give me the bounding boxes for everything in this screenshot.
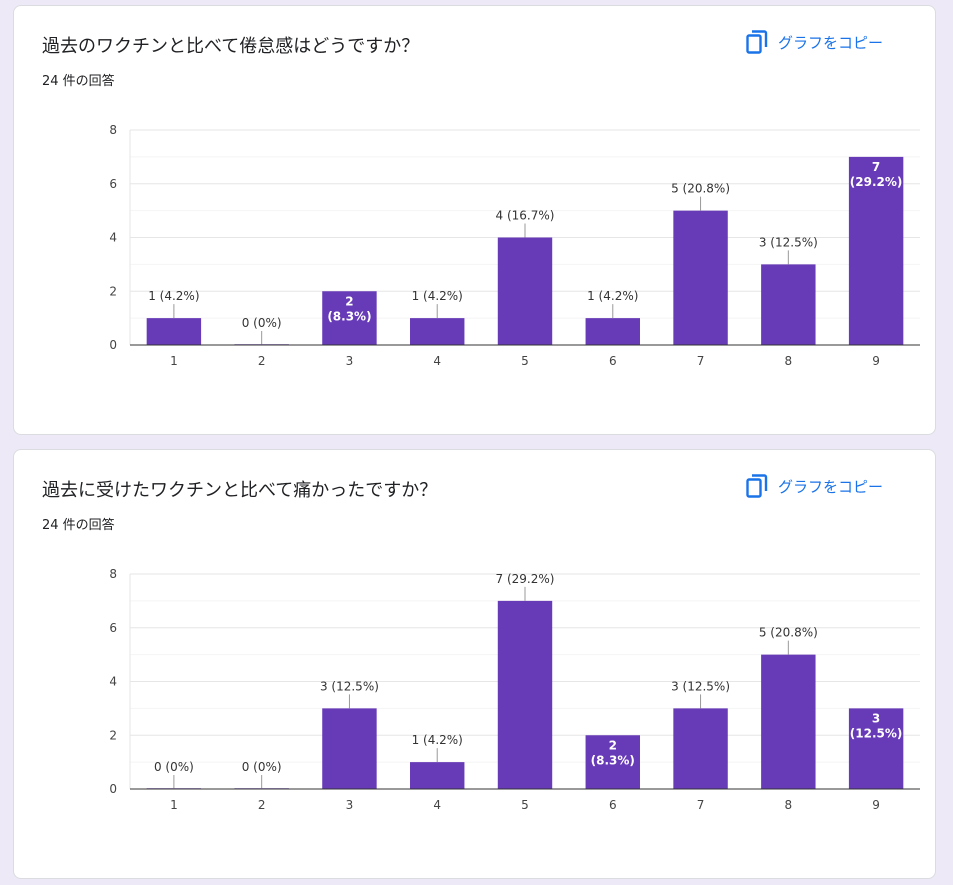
- y-tick-label: 2: [109, 284, 117, 298]
- bar: [673, 708, 728, 789]
- copy-icon: [746, 474, 768, 498]
- data-label: 4 (16.7%): [496, 209, 555, 223]
- data-label: 2: [345, 294, 353, 308]
- y-tick-label: 8: [109, 123, 117, 137]
- question-card-pain: 過去に受けたワクチンと比べて痛かったですか？ 24 件の回答 グラフをコピー 0…: [13, 449, 936, 879]
- x-tick-label: 8: [785, 798, 793, 812]
- x-tick-label: 5: [521, 354, 529, 368]
- y-tick-label: 6: [109, 621, 117, 635]
- data-label: 1 (4.2%): [148, 289, 199, 303]
- bar: [410, 318, 465, 345]
- data-label: (12.5%): [850, 726, 903, 740]
- bar: [761, 264, 816, 345]
- x-tick-label: 9: [872, 798, 880, 812]
- copy-chart-label: グラフをコピー: [778, 477, 884, 496]
- bar: [322, 708, 377, 789]
- x-tick-label: 1: [170, 354, 178, 368]
- bar: [585, 735, 640, 789]
- x-tick-label: 2: [258, 354, 266, 368]
- response-count: 24 件の回答: [42, 518, 115, 533]
- bar: [848, 156, 904, 345]
- data-label: 1 (4.2%): [587, 289, 638, 303]
- y-tick-label: 8: [109, 567, 117, 581]
- data-label: 0 (0%): [242, 760, 282, 774]
- bar: [497, 600, 553, 789]
- x-tick-label: 4: [433, 798, 441, 812]
- data-label: 7: [872, 160, 880, 174]
- x-tick-label: 4: [433, 354, 441, 368]
- copy-chart-button[interactable]: グラフをコピー: [746, 30, 883, 54]
- y-tick-label: 4: [109, 231, 117, 245]
- copy-icon: [746, 30, 768, 54]
- x-tick-label: 7: [697, 354, 705, 368]
- bar: [761, 654, 816, 789]
- bar: [585, 318, 640, 345]
- bar: [497, 237, 553, 345]
- data-label: 7 (29.2%): [496, 572, 555, 586]
- x-tick-label: 8: [785, 354, 793, 368]
- y-tick-label: 0: [109, 782, 117, 796]
- x-tick-label: 3: [346, 798, 354, 812]
- data-label: 5 (20.8%): [759, 626, 818, 640]
- data-label: 1 (4.2%): [412, 733, 463, 747]
- data-label: 5 (20.8%): [671, 182, 730, 196]
- y-tick-label: 6: [109, 177, 117, 191]
- bar: [410, 762, 465, 789]
- x-tick-label: 3: [346, 354, 354, 368]
- question-title: 過去のワクチンと比べて倦怠感はどうですか？: [42, 36, 420, 57]
- data-label: 3 (12.5%): [759, 235, 818, 249]
- question-title: 過去に受けたワクチンと比べて痛かったですか？: [42, 480, 438, 501]
- bar: [848, 708, 904, 789]
- x-tick-label: 7: [697, 798, 705, 812]
- bar: [322, 291, 377, 345]
- data-label: 3 (12.5%): [320, 679, 379, 693]
- data-label: (8.3%): [327, 309, 371, 323]
- x-tick-label: 2: [258, 798, 266, 812]
- data-label: 3 (12.5%): [671, 679, 730, 693]
- x-tick-label: 5: [521, 798, 529, 812]
- x-tick-label: 6: [609, 798, 617, 812]
- x-tick-label: 1: [170, 798, 178, 812]
- copy-chart-label: グラフをコピー: [778, 33, 884, 52]
- response-count: 24 件の回答: [42, 74, 115, 89]
- copy-chart-button[interactable]: グラフをコピー: [746, 474, 883, 498]
- question-card-fatigue: 過去のワクチンと比べて倦怠感はどうですか？ 24 件の回答 グラフをコピー 0 2…: [13, 5, 936, 435]
- data-label: (29.2%): [850, 175, 903, 189]
- data-label: 1 (4.2%): [412, 289, 463, 303]
- x-tick-label: 9: [872, 354, 880, 368]
- y-tick-label: 4: [109, 675, 117, 689]
- data-label: 0 (0%): [242, 316, 282, 330]
- data-label: 0 (0%): [154, 760, 194, 774]
- data-label: (8.3%): [591, 753, 635, 767]
- y-tick-label: 0: [109, 338, 117, 352]
- y-tick-label: 2: [109, 728, 117, 742]
- bar: [673, 210, 728, 345]
- data-label: 3: [872, 711, 880, 725]
- bar: [146, 318, 202, 345]
- x-tick-label: 6: [609, 354, 617, 368]
- data-label: 2: [609, 738, 617, 752]
